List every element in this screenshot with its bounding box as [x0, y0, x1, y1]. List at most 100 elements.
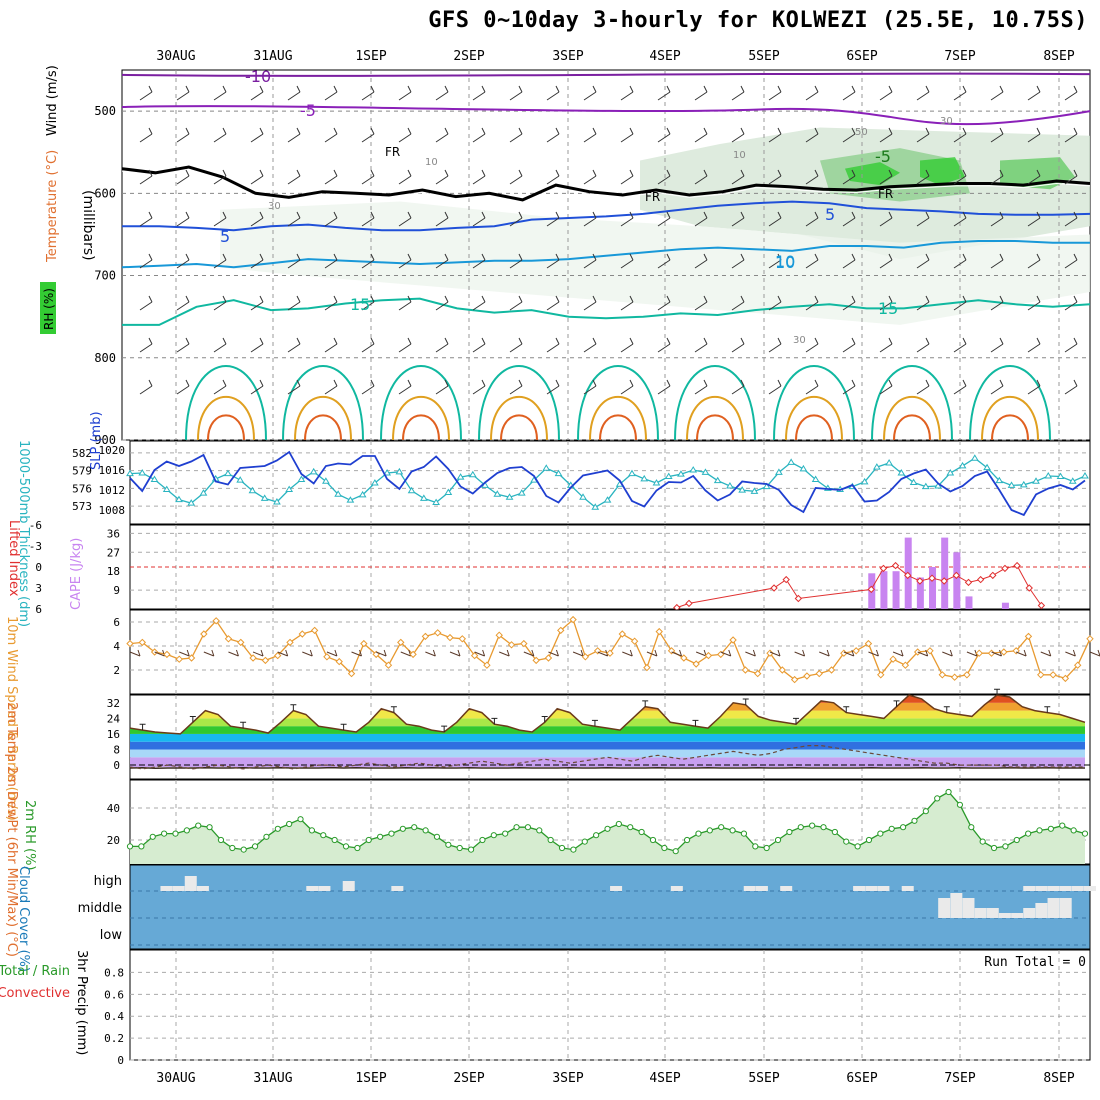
- precip-tick-label: 0: [117, 1054, 124, 1067]
- precip-legend-total: Total / Rain: [0, 964, 70, 979]
- wind-barb: [916, 169, 930, 185]
- wind-barb-10m: [819, 649, 830, 657]
- wind-barb: [398, 211, 412, 227]
- rh-point: [774, 836, 782, 844]
- rh-point: [1025, 830, 1032, 837]
- wind-speed-point: [126, 639, 134, 648]
- wind-barb: [1064, 295, 1078, 311]
- wind-barb: [1027, 85, 1041, 101]
- temp-minmax-bar: [441, 725, 448, 732]
- wind-barb: [139, 127, 153, 143]
- wind-barb-10m: [179, 649, 190, 657]
- date-label-bottom: 5SEP: [748, 1071, 779, 1086]
- thickness-point: [762, 482, 771, 490]
- cape-axis-label: CAPE (J/kg): [69, 538, 84, 610]
- wind-speed-point: [938, 671, 947, 679]
- wind-speed-point: [360, 639, 368, 648]
- wind-barb: [546, 253, 560, 269]
- warm-isotherm-arch: [380, 365, 462, 441]
- wind-speed-point: [803, 672, 811, 680]
- li-axis-label: Lifted Index: [6, 520, 21, 597]
- date-label-bottom: 31AUG: [253, 1071, 292, 1086]
- warm-isotherm-arch: [392, 395, 450, 441]
- wind-speed-point: [753, 669, 762, 678]
- thickness-point: [860, 477, 869, 485]
- rh-point: [1059, 822, 1066, 829]
- rh-point: [683, 836, 691, 844]
- isotherm-10c: [121, 240, 1090, 269]
- temp-tick-label: 32: [107, 697, 120, 710]
- wind-speed-point: [163, 650, 171, 659]
- rh-point: [422, 827, 429, 834]
- cape-tick-label: 18: [107, 565, 120, 578]
- pressure-tick-label: 500: [94, 104, 116, 118]
- thickness-point: [897, 469, 906, 476]
- cape-bar: [941, 537, 949, 609]
- wind-barb: [546, 337, 560, 353]
- wind-speed-point: [224, 635, 233, 643]
- date-label-top: 5SEP: [748, 49, 779, 64]
- wind-speed-point: [1037, 671, 1045, 679]
- rh-area: [130, 792, 1085, 864]
- thickness-point: [775, 468, 783, 475]
- wind-barb: [435, 85, 449, 101]
- wind-barb: [731, 85, 745, 101]
- wind10m-axis-label: 10m Wind Speed & Barbs (m/s): [4, 616, 19, 821]
- thickness-point: [713, 476, 722, 484]
- wind-speed-point: [187, 654, 196, 662]
- wind-speed-point: [1024, 632, 1033, 641]
- wind-barb: [768, 169, 782, 185]
- thickness-point: [652, 479, 661, 486]
- slp-tick-label: 1016: [99, 464, 126, 477]
- rh-point: [911, 817, 918, 824]
- rh-point: [274, 825, 281, 832]
- rh-point: [251, 843, 259, 850]
- wind-speed-point: [790, 675, 799, 684]
- wind-barb: [879, 85, 893, 101]
- wind-barb: [287, 337, 301, 353]
- li-tick-label: 3: [35, 582, 42, 595]
- run-total-label: Run Total = 0: [984, 955, 1086, 970]
- rh-point: [229, 844, 236, 852]
- wind-barb: [1064, 379, 1078, 395]
- wind-barb: [287, 295, 301, 311]
- wind-barb: [620, 379, 634, 395]
- temp-minmax-bar: [541, 715, 548, 723]
- rh-point: [729, 827, 736, 834]
- date-label-bottom: 7SEP: [944, 1071, 975, 1086]
- wind-barb: [287, 211, 301, 227]
- isotherm-15c: [122, 297, 1091, 326]
- li-tick-label: -3: [29, 540, 42, 553]
- temperature-legend-label: Temperature (°C): [45, 150, 60, 263]
- wind-barb: [953, 379, 967, 395]
- rh-point: [752, 843, 759, 850]
- cloud-bar-high: [1023, 886, 1036, 891]
- rh-point: [161, 830, 168, 837]
- wind-barb: [768, 253, 782, 269]
- warm-isotherm-arch: [282, 365, 364, 441]
- wind-speed-point: [249, 654, 257, 662]
- rh-point: [502, 830, 509, 837]
- thickness-point: [811, 475, 820, 482]
- wind-barb: [805, 169, 819, 185]
- freezing-level-line-inner: [121, 168, 1091, 203]
- wind-barb: [990, 85, 1004, 101]
- wind-speed-point: [877, 671, 885, 679]
- rh-point: [1047, 825, 1054, 832]
- rh-point: [149, 833, 156, 840]
- cloud-level-label: middle: [78, 901, 122, 916]
- temp-minmax-bar: [240, 721, 247, 729]
- rh-point: [433, 833, 441, 840]
- cloud-bar-middle: [1011, 913, 1024, 918]
- cloud-bar-high: [610, 886, 623, 891]
- wind-barb: [916, 211, 930, 227]
- wind-barb: [250, 127, 264, 143]
- thickness-tick-label: 579: [72, 465, 92, 478]
- wind-speed-point: [397, 638, 405, 647]
- wind-barb: [509, 169, 523, 185]
- wind-barb: [768, 379, 782, 395]
- warm-isotherm-arch: [773, 365, 855, 441]
- wind-barb: [916, 127, 930, 143]
- wind-barb: [1064, 253, 1078, 269]
- wind-tick-label: 6: [113, 616, 120, 629]
